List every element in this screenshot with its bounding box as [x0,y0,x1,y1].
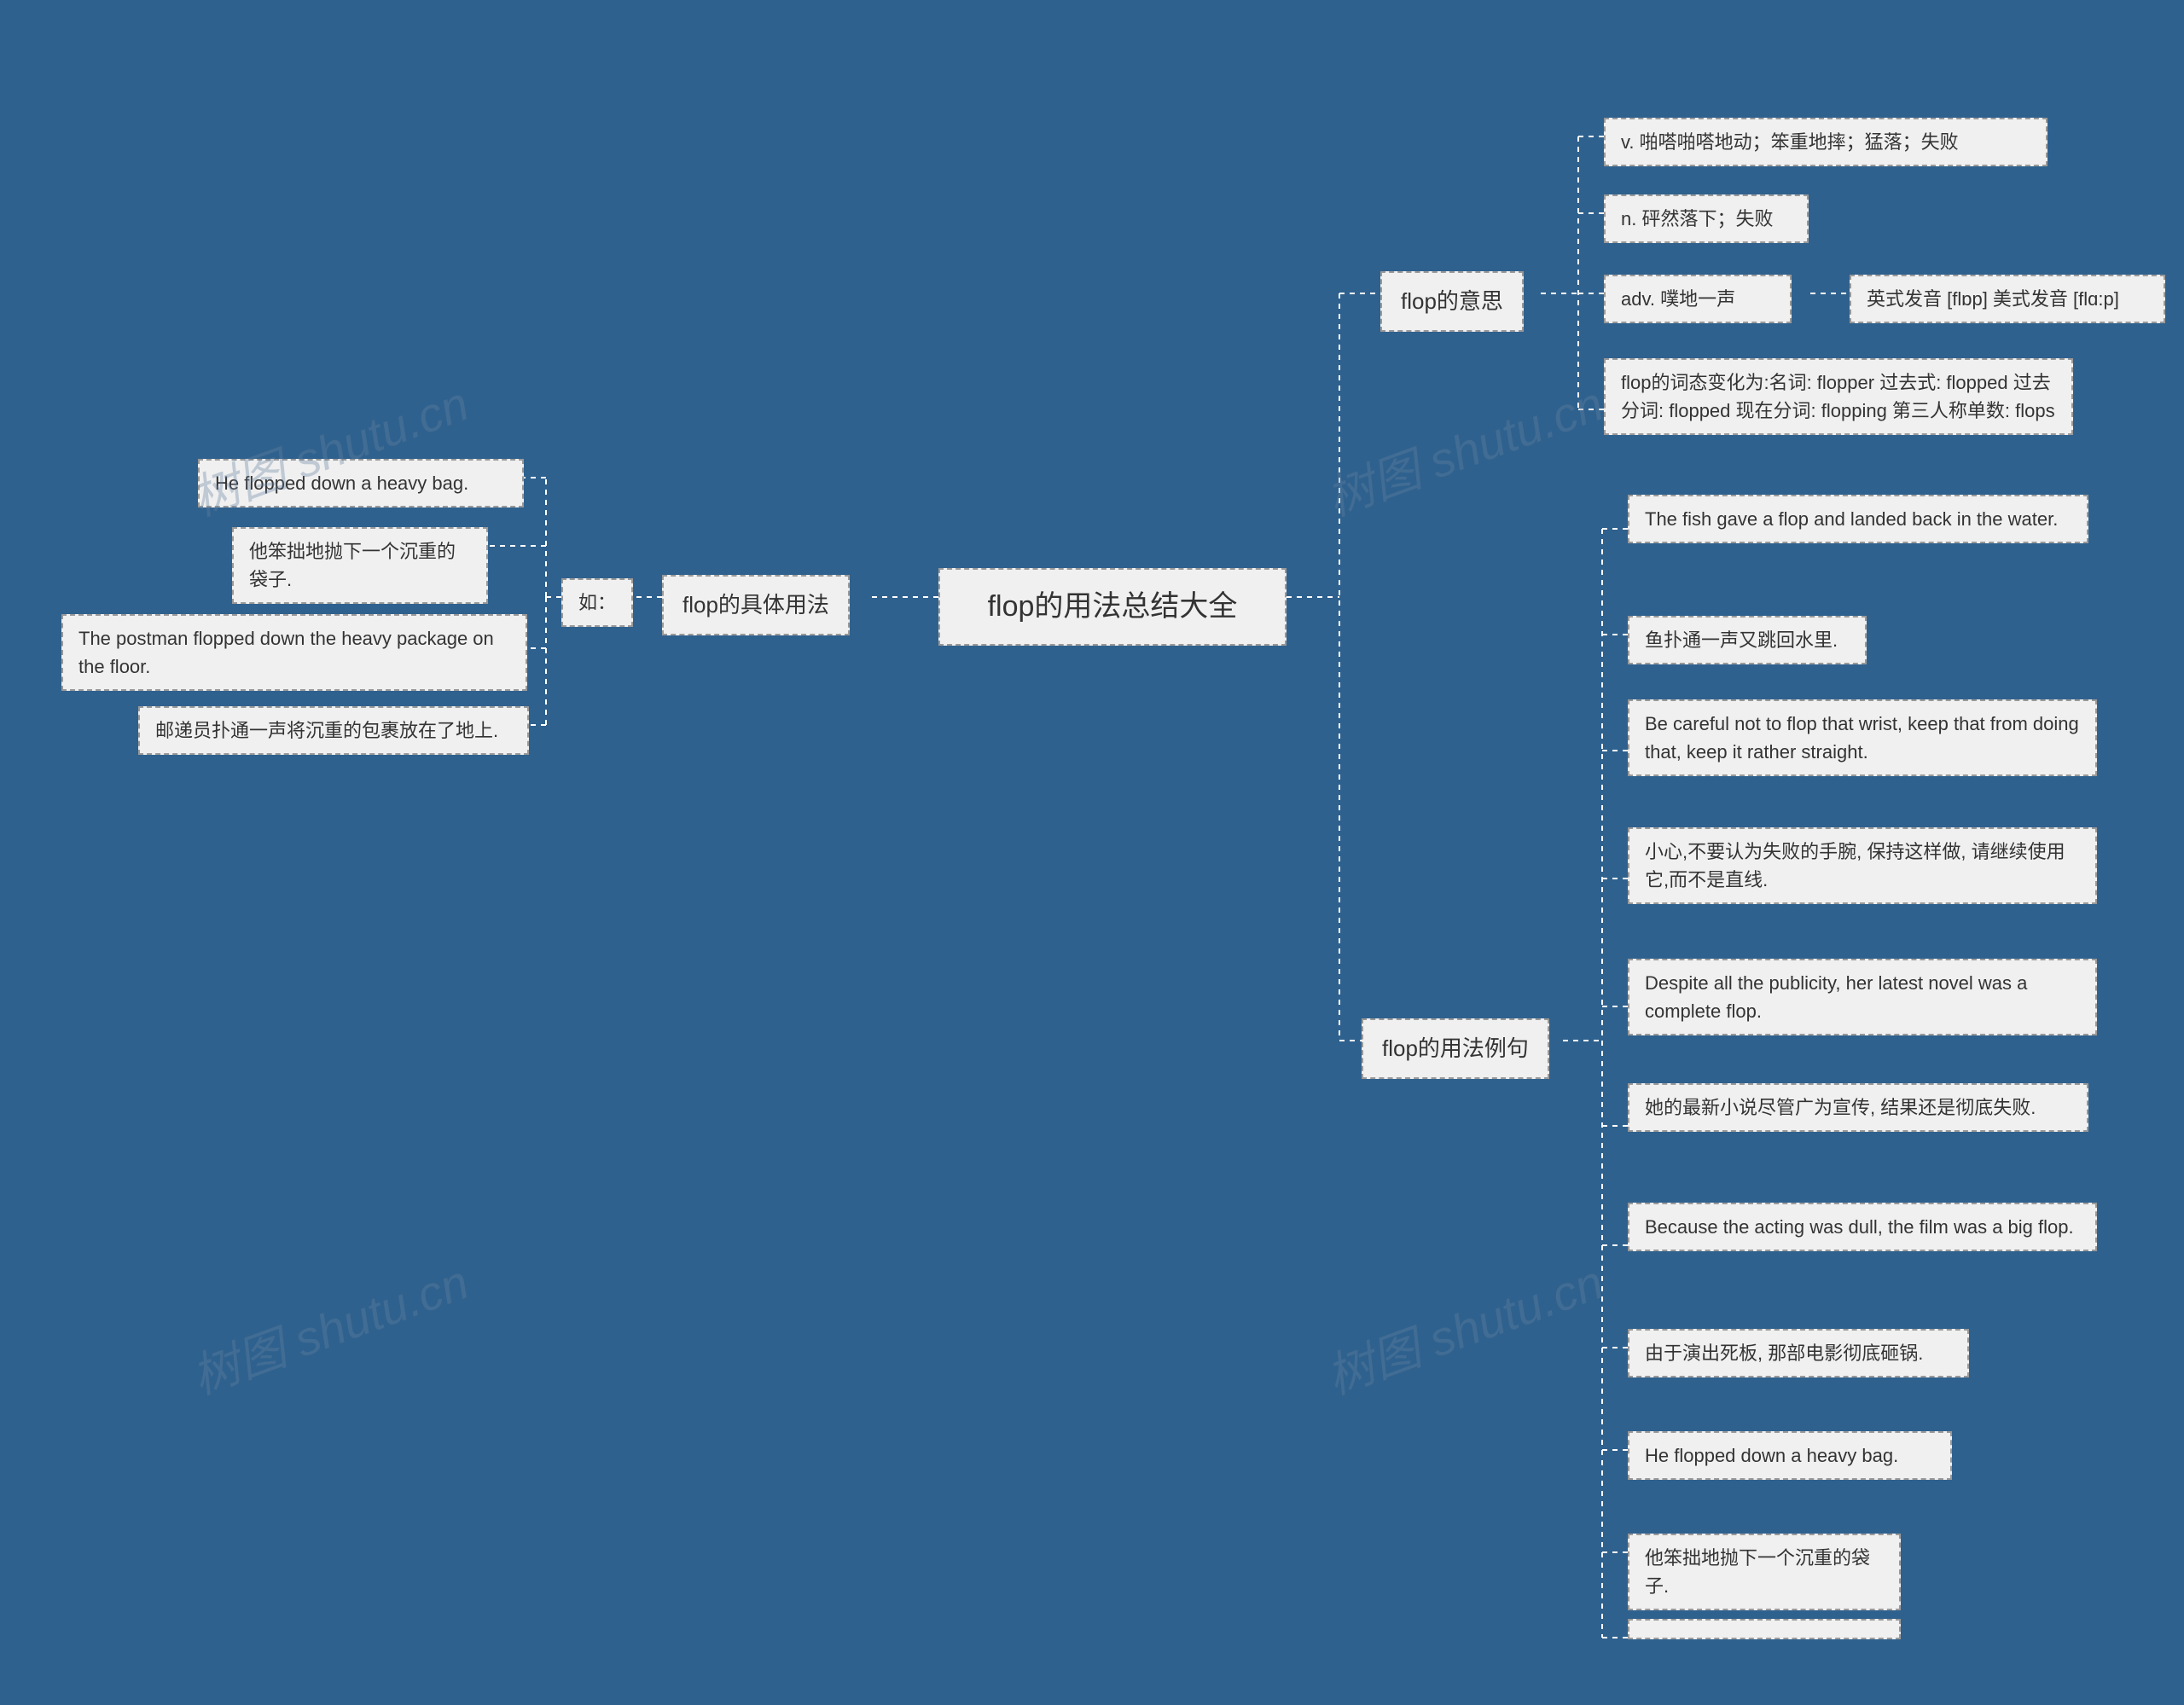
rb1-item-2: adv. 噗地一声 [1604,275,1792,323]
root-node: flop的用法总结大全 [938,568,1287,646]
rb2-item-8: He flopped down a heavy bag. [1628,1431,1952,1480]
rb1-item-3: flop的词态变化为:名词: flopper 过去式: flopped 过去分词… [1604,358,2073,435]
rb2-item-6: Because the acting was dull, the film wa… [1628,1203,2097,1251]
right-branch-2-node: flop的用法例句 [1362,1018,1549,1079]
left-item-0: He flopped down a heavy bag. [198,459,524,507]
right-branch-1-node: flop的意思 [1380,271,1524,332]
watermark-1: 树图 shutu.cn [1316,366,1612,530]
left-sub-node: 如： [561,578,633,627]
left-item-1: 他笨拙地抛下一个沉重的袋子. [232,527,488,604]
rb1-extra: 英式发音 [flɒp] 美式发音 [flɑ:p] [1850,275,2165,323]
left-branch-node: flop的具体用法 [662,575,850,635]
left-item-3: 邮递员扑通一声将沉重的包裹放在了地上. [138,706,529,755]
watermark-2: 树图 shutu.cn [181,1244,477,1408]
rb1-item-1: n. 砰然落下；失败 [1604,194,1809,243]
rb2-item-5: 她的最新小说尽管广为宣传, 结果还是彻底失败. [1628,1083,2088,1132]
rb2-item-9: 他笨拙地抛下一个沉重的袋子. [1628,1534,1901,1610]
rb2-item-1: 鱼扑通一声又跳回水里. [1628,616,1867,664]
rb2-item-3: 小心,不要认为失败的手腕, 保持这样做, 请继续使用它,而不是直线. [1628,827,2097,904]
rb2-item-10 [1628,1619,1901,1639]
rb2-item-0: The fish gave a flop and landed back in … [1628,495,2088,543]
left-item-2: The postman flopped down the heavy packa… [61,614,527,691]
rb2-item-7: 由于演出死板, 那部电影彻底砸锅. [1628,1329,1969,1377]
watermark-3: 树图 shutu.cn [1316,1244,1612,1408]
rb1-item-0: v. 啪嗒啪嗒地动；笨重地摔；猛落；失败 [1604,118,2048,166]
rb2-item-4: Despite all the publicity, her latest no… [1628,959,2097,1035]
rb2-item-2: Be careful not to flop that wrist, keep … [1628,699,2097,776]
